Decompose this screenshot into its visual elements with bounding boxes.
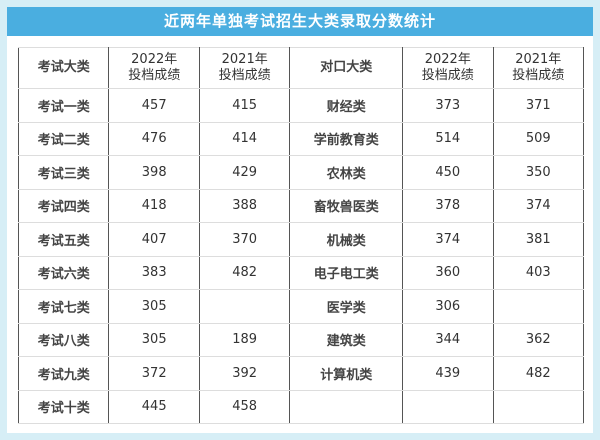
category-cell: 计算机类 [289,356,404,391]
category-cell: 考试四类 [17,188,110,223]
category-cell [289,389,404,424]
category-cell: 电子电工类 [289,255,404,290]
score-cell: 476 [108,121,200,156]
score-cell: 305 [108,289,200,324]
table-row: 考试二类 476 414 学前教育类 514 509 [17,121,585,156]
category-cell: 考试一类 [17,88,110,123]
score-cell: 388 [198,188,291,223]
category-cell: 考试二类 [17,121,110,156]
score-cell: 350 [492,155,585,190]
score-cell: 514 [402,121,494,156]
page-title: 近两年单独考试招生大类录取分数统计 [7,7,593,36]
table-row: 考试八类 305 189 建筑类 344 362 [17,322,585,357]
score-cell: 381 [492,222,585,257]
score-cell: 392 [198,356,291,391]
header-row: 考试大类 2022年 投档成绩 2021年 投档成绩 对口大类 2022年 投档成绩 2021年… [17,47,585,89]
category-cell: 考试八类 [17,322,110,357]
score-cell [492,289,585,324]
column-header: 2021年 投档成绩 [492,47,585,89]
score-cell: 370 [198,222,291,257]
score-cell [198,289,291,324]
score-cell: 418 [108,188,200,223]
category-cell: 考试三类 [17,155,110,190]
score-cell: 457 [108,88,200,123]
score-cell: 383 [108,255,200,290]
score-cell: 344 [402,322,494,357]
category-cell: 考试六类 [17,255,110,290]
score-cell: 482 [492,356,585,391]
score-cell: 450 [402,155,494,190]
column-header: 2021年 投档成绩 [198,47,291,89]
table-row: 考试一类 457 415 财经类 373 371 [17,88,585,123]
table-row: 考试七类 305 医学类 306 [17,289,585,324]
category-cell: 考试十类 [17,389,110,424]
category-cell: 建筑类 [289,322,404,357]
score-table: 考试大类 2022年 投档成绩 2021年 投档成绩 对口大类 2022年 投档成绩 2021年… [17,47,585,424]
category-cell: 学前教育类 [289,121,404,156]
score-cell: 373 [402,88,494,123]
score-cell: 414 [198,121,291,156]
score-cell: 371 [492,88,585,123]
table-row: 考试三类 398 429 农林类 450 350 [17,155,585,190]
score-cell [492,389,585,424]
score-cell: 445 [108,389,200,424]
table-row: 考试六类 383 482 电子电工类 360 403 [17,255,585,290]
score-cell: 189 [198,322,291,357]
category-cell: 畜牧兽医类 [289,188,404,223]
score-cell: 374 [492,188,585,223]
category-cell: 农林类 [289,155,404,190]
category-cell: 考试五类 [17,222,110,257]
score-cell: 403 [492,255,585,290]
score-cell: 429 [198,155,291,190]
table-row: 考试五类 407 370 机械类 374 381 [17,222,585,257]
score-cell: 306 [402,289,494,324]
category-cell: 医学类 [289,289,404,324]
table-row: 考试九类 372 392 计算机类 439 482 [17,356,585,391]
score-cell: 374 [402,222,494,257]
score-cell: 360 [402,255,494,290]
score-cell: 398 [108,155,200,190]
category-cell: 机械类 [289,222,404,257]
score-cell: 372 [108,356,200,391]
column-header: 2022年 投档成绩 [108,47,200,89]
table-row: 考试十类 445 458 [17,389,585,424]
score-cell: 362 [492,322,585,357]
score-cell: 378 [402,188,494,223]
score-cell: 305 [108,322,200,357]
score-cell: 482 [198,255,291,290]
column-header: 对口大类 [289,47,404,89]
score-cell: 509 [492,121,585,156]
table-row: 考试四类 418 388 畜牧兽医类 378 374 [17,188,585,223]
score-cell: 439 [402,356,494,391]
score-cell: 415 [198,88,291,123]
card: 近两年单独考试招生大类录取分数统计 考试大类 2022年 投档成绩 2021年 投档成绩… [7,7,593,433]
score-cell [402,389,494,424]
column-header: 考试大类 [17,47,110,89]
category-cell: 财经类 [289,88,404,123]
column-header: 2022年 投档成绩 [402,47,494,89]
category-cell: 考试九类 [17,356,110,391]
score-cell: 458 [198,389,291,424]
category-cell: 考试七类 [17,289,110,324]
score-cell: 407 [108,222,200,257]
